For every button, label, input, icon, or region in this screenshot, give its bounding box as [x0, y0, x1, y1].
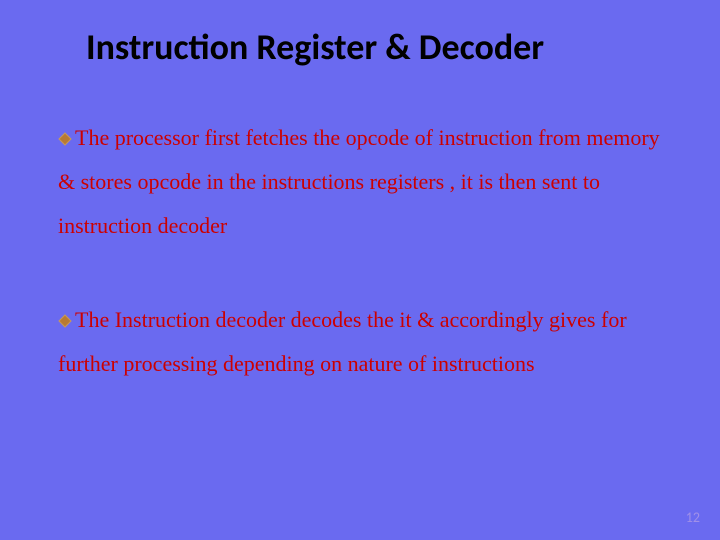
page-number: 12: [686, 509, 700, 526]
bullet-item: The Instruction decoder decodes the it &…: [58, 298, 672, 386]
bullet-text: The Instruction decoder decodes the it &…: [58, 307, 627, 376]
slide: Instruction Register & Decoder The proce…: [0, 0, 720, 540]
bullet-text: The processor first fetches the opcode o…: [58, 125, 660, 238]
bullet-item: The processor first fetches the opcode o…: [58, 116, 672, 248]
bullet-paragraph: The Instruction decoder decodes the it &…: [58, 298, 672, 386]
diamond-shape: [59, 315, 71, 327]
bullet-paragraph: The processor first fetches the opcode o…: [58, 116, 672, 248]
diamond-shape: [59, 133, 71, 145]
diamond-bullet-icon: [58, 132, 72, 146]
slide-title: Instruction Register & Decoder: [86, 28, 672, 68]
diamond-bullet-icon: [58, 314, 72, 328]
